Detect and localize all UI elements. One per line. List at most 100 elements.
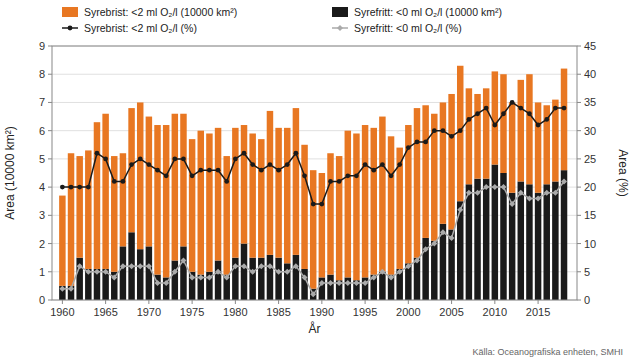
y2-tick-label: 0 xyxy=(584,294,590,306)
bar xyxy=(258,258,264,300)
marker xyxy=(172,269,178,275)
bar xyxy=(241,244,247,300)
y2-tick-label: 35 xyxy=(584,96,596,108)
marker xyxy=(77,263,83,269)
bar xyxy=(293,108,299,255)
y2-tick xyxy=(577,74,581,75)
bar xyxy=(146,246,152,300)
x-tick xyxy=(148,300,149,304)
marker xyxy=(492,184,498,190)
bar xyxy=(120,246,126,300)
marker xyxy=(155,168,160,173)
y-tick xyxy=(48,102,52,103)
marker xyxy=(112,179,117,184)
marker xyxy=(120,263,126,269)
marker xyxy=(224,274,230,280)
y-tick-label: 9 xyxy=(39,40,45,52)
marker xyxy=(553,106,558,111)
bar xyxy=(267,111,273,255)
y-tick-label: 6 xyxy=(39,125,45,137)
bar xyxy=(526,74,532,184)
y-tick-label: 1 xyxy=(39,266,45,278)
marker xyxy=(284,269,290,275)
marker xyxy=(345,173,350,178)
bar xyxy=(232,128,238,258)
marker xyxy=(458,128,463,133)
marker xyxy=(190,173,195,178)
y-tick xyxy=(48,158,52,159)
legend-label: Syrefritt: <0 ml O₂/l (10000 km²) xyxy=(354,6,502,18)
marker xyxy=(492,123,497,128)
x-tick xyxy=(494,300,495,304)
marker xyxy=(431,241,437,247)
x-tick xyxy=(192,300,193,304)
bar xyxy=(137,102,143,249)
source-note: Källa: Oceanografiska enheten, SMHI xyxy=(472,347,623,357)
marker xyxy=(354,173,359,178)
marker xyxy=(440,229,446,235)
marker xyxy=(526,195,532,201)
marker xyxy=(103,269,109,275)
marker xyxy=(466,190,472,196)
bar xyxy=(336,156,342,280)
y2-tick xyxy=(577,130,581,131)
x-tick-label: 2005 xyxy=(439,306,463,318)
marker xyxy=(259,168,264,173)
marker xyxy=(285,162,290,167)
x-tick xyxy=(365,300,366,304)
bar xyxy=(146,117,152,247)
marker xyxy=(207,168,212,173)
marker xyxy=(362,280,368,286)
legend-item: Syrefritt: <0 ml O₂/l (10000 km²) xyxy=(332,6,502,18)
bar xyxy=(552,181,558,300)
bar xyxy=(154,125,160,275)
bar xyxy=(509,193,515,300)
bar xyxy=(345,131,351,278)
marker xyxy=(379,269,385,275)
y2-tick-label: 45 xyxy=(584,40,596,52)
legend-item: Syrebrist: <2 ml O₂/l (%) xyxy=(62,22,197,34)
marker xyxy=(155,280,161,286)
marker xyxy=(518,106,523,111)
marker xyxy=(405,263,411,269)
bar xyxy=(448,94,454,229)
bar xyxy=(241,125,247,244)
bar xyxy=(293,255,299,300)
bar xyxy=(267,255,273,300)
marker xyxy=(302,274,308,280)
x-tick-label: 1970 xyxy=(137,306,161,318)
y2-tick-label: 30 xyxy=(584,125,596,137)
y2-tick-label: 15 xyxy=(584,209,596,221)
y2-tick-label: 25 xyxy=(584,153,596,165)
y-tick-label: 5 xyxy=(39,153,45,165)
x-tick-label: 1960 xyxy=(50,306,74,318)
x-tick-label: 2010 xyxy=(483,306,507,318)
legend-swatch xyxy=(62,7,78,17)
y2-tick xyxy=(577,187,581,188)
marker xyxy=(85,269,91,275)
legend-marker xyxy=(337,25,343,31)
x-tick xyxy=(538,300,539,304)
marker xyxy=(535,195,541,201)
y2-tick xyxy=(577,215,581,216)
x-tick-label: 1985 xyxy=(266,306,290,318)
marker xyxy=(397,162,402,167)
y-tick-label: 0 xyxy=(39,294,45,306)
marker xyxy=(423,246,429,252)
bar xyxy=(172,114,178,261)
marker xyxy=(509,201,515,207)
marker xyxy=(406,145,411,150)
y-tick-label: 4 xyxy=(39,181,45,193)
y2-tick-label: 40 xyxy=(584,68,596,80)
marker xyxy=(232,263,238,269)
bar xyxy=(535,193,541,300)
y2-tick-label: 10 xyxy=(584,238,596,250)
marker xyxy=(302,173,307,178)
marker xyxy=(242,151,247,156)
x-tick-label: 2000 xyxy=(396,306,420,318)
y-tick xyxy=(48,74,52,75)
x-axis-label: År xyxy=(309,321,321,336)
bar xyxy=(310,170,316,289)
marker xyxy=(311,202,316,207)
bar xyxy=(379,272,385,300)
